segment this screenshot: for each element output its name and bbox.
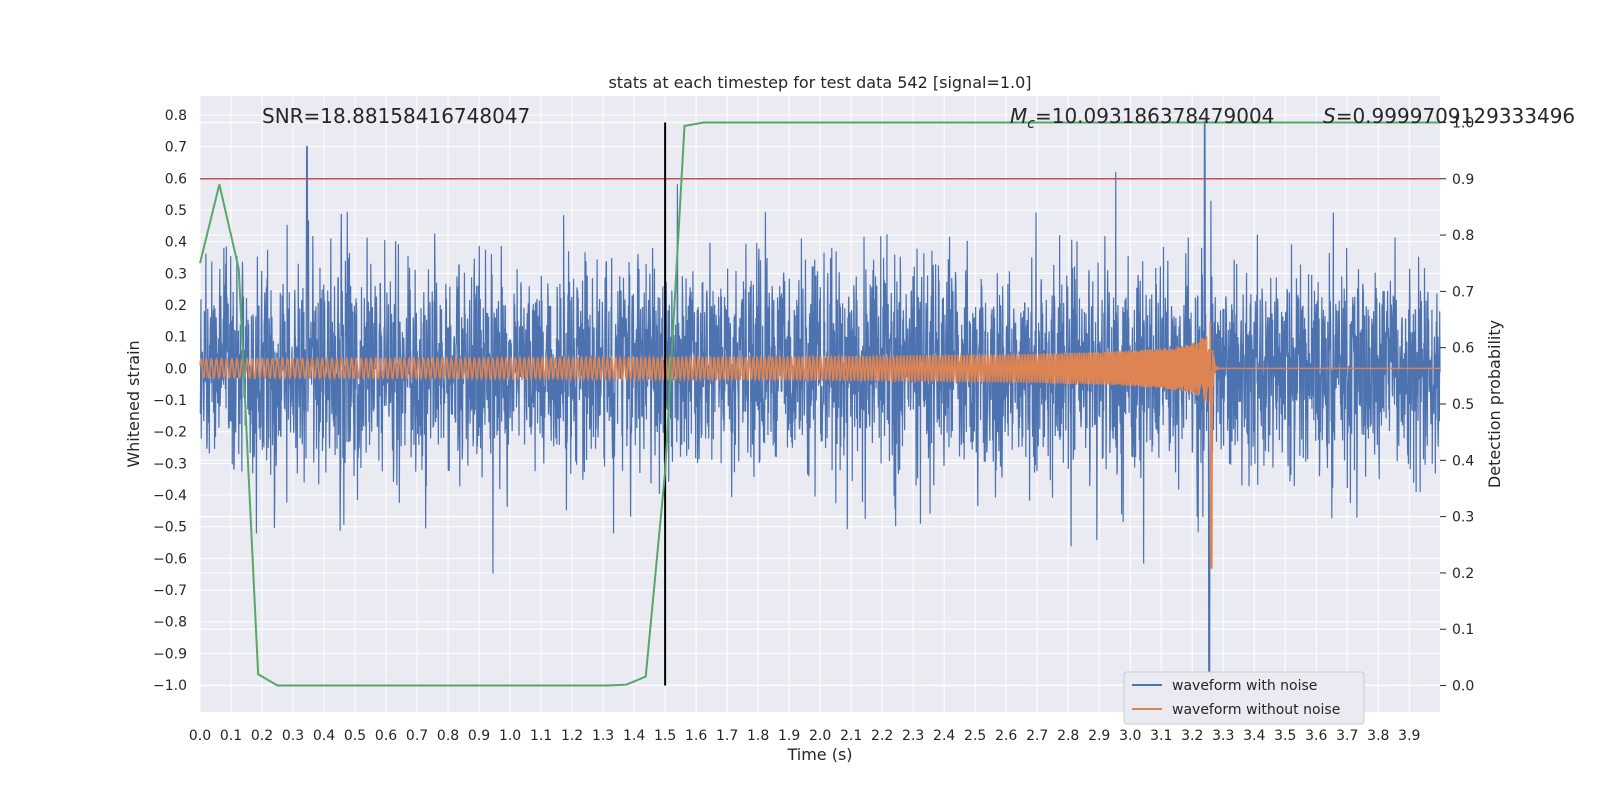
y2-axis-ticks: 1.0 0.9 0.8 0.7 0.6 0.5 0.4 0.3 0.2 0.1 0.0 (1440, 115, 1474, 695)
x-tick-label-0: 0.0 (189, 728, 211, 744)
x-tick-label-14: 1.4 (623, 728, 645, 744)
x-tick-label-15: 1.5 (654, 728, 676, 744)
x-tick-label-35: 3.5 (1274, 728, 1296, 744)
legend: waveform with noise waveform without noi… (1123, 671, 1365, 725)
x-tick-label-17: 1.7 (716, 728, 738, 744)
y2-tick-label-4: 0.6 (1452, 341, 1474, 357)
y-tick-label-11: −0.3 (153, 456, 187, 472)
x-tick-label-10: 1.0 (499, 728, 521, 744)
x-tick-label-39: 3.9 (1398, 728, 1420, 744)
y-tick-label-13: −0.5 (153, 520, 187, 536)
x-tick-label-1: 0.1 (220, 728, 242, 744)
x-tick-label-18: 1.8 (747, 728, 769, 744)
legend-label-waveform-without-noise: waveform without noise (1172, 702, 1340, 718)
y-tick-label-0: 0.8 (165, 108, 187, 124)
x-tick-label-4: 0.4 (313, 728, 335, 744)
waveform-without-noise-line (199, 322, 1440, 569)
x-tick-label-23: 2.3 (902, 728, 924, 744)
legend-box (1123, 671, 1365, 725)
y-axis-ticks: 0.8 0.7 0.6 0.5 0.4 0.3 0.2 0.1 0.0 −0.1 −0.2 −0.3 −… (153, 108, 187, 694)
x-tick-label-32: 3.2 (1181, 728, 1203, 744)
y2-tick-label-2: 0.8 (1452, 228, 1474, 244)
x-axis-ticks: 0.0 0.1 0.2 0.3 0.4 0.5 0.6 0.7 0.8 0.9 1.0 1.1 1.2 1… (189, 728, 1421, 744)
x-tick-label-34: 3.4 (1243, 728, 1265, 744)
x-tick-label-12: 1.2 (561, 728, 583, 744)
x-tick-label-7: 0.7 (406, 728, 428, 744)
y-tick-label-15: −0.7 (153, 583, 187, 599)
x-tick-label-16: 1.6 (685, 728, 707, 744)
x-tick-label-31: 3.1 (1150, 728, 1172, 744)
chirp-mass-annotation: Mc=10.093186378479004 (1010, 104, 1274, 132)
x-tick-label-11: 1.1 (530, 728, 552, 744)
y-tick-label-9: −0.1 (153, 393, 187, 409)
x-tick-label-22: 2.2 (871, 728, 893, 744)
y-tick-label-3: 0.5 (165, 203, 187, 219)
y-tick-label-12: −0.4 (153, 488, 187, 504)
x-tick-label-30: 3.0 (1119, 728, 1141, 744)
x-tick-label-3: 0.3 (282, 728, 304, 744)
x-tick-label-37: 3.7 (1336, 728, 1358, 744)
y2-tick-label-0: 1.0 (1452, 115, 1474, 131)
y2-tick-label-5: 0.5 (1452, 397, 1474, 413)
chart-title: stats at each timestep for test data 542… (608, 73, 1031, 92)
legend-label-waveform-with-noise: waveform with noise (1172, 678, 1317, 694)
y-tick-label-4: 0.4 (165, 235, 187, 251)
detection-probability-line (199, 121, 1440, 687)
y-tick-label-16: −0.8 (153, 615, 187, 631)
x-axis-label: Time (s) (786, 745, 852, 764)
y-tick-label-10: −0.2 (153, 425, 187, 441)
overlays (200, 122, 1440, 686)
y-tick-label-1: 0.7 (165, 140, 187, 156)
x-tick-label-29: 2.9 (1088, 728, 1110, 744)
x-tick-label-20: 2.0 (809, 728, 831, 744)
x-tick-label-28: 2.8 (1057, 728, 1079, 744)
x-tick-label-9: 0.9 (468, 728, 490, 744)
y-tick-label-8: 0.0 (165, 361, 187, 377)
series-detection-probability (199, 121, 1440, 687)
x-tick-label-19: 1.9 (778, 728, 800, 744)
y-tick-label-14: −0.6 (153, 551, 187, 567)
y-tick-label-7: 0.1 (165, 330, 187, 346)
x-tick-label-6: 0.6 (375, 728, 397, 744)
snr-annotation: SNR=18.88158416748047 (262, 104, 530, 128)
series-waveform-without-noise (199, 322, 1440, 569)
y2-tick-label-9: 0.1 (1452, 622, 1474, 638)
y2-tick-label-1: 0.9 (1452, 172, 1474, 188)
x-tick-label-2: 0.2 (251, 728, 273, 744)
x-tick-label-25: 2.5 (964, 728, 986, 744)
y2-axis-label: Detection probability (1485, 320, 1504, 488)
x-tick-label-8: 0.8 (437, 728, 459, 744)
x-tick-label-24: 2.4 (933, 728, 955, 744)
x-tick-label-27: 2.7 (1026, 728, 1048, 744)
x-tick-label-38: 3.8 (1367, 728, 1389, 744)
s-annotation: S=0.9999709129333496 (1323, 104, 1575, 128)
y2-tick-label-3: 0.7 (1452, 284, 1474, 300)
y2-tick-label-6: 0.4 (1452, 453, 1474, 469)
y-tick-label-5: 0.3 (165, 266, 187, 282)
y-tick-label-18: −1.0 (153, 678, 187, 694)
y-tick-label-17: −0.9 (153, 646, 187, 662)
x-tick-label-36: 3.6 (1305, 728, 1327, 744)
y-axis-label: Whitened strain (124, 340, 143, 467)
x-tick-label-5: 0.5 (344, 728, 366, 744)
x-tick-label-33: 3.3 (1212, 728, 1234, 744)
x-tick-label-26: 2.6 (995, 728, 1017, 744)
y2-tick-label-7: 0.3 (1452, 510, 1474, 526)
y-tick-label-6: 0.2 (165, 298, 187, 314)
y2-tick-label-10: 0.0 (1452, 679, 1474, 695)
x-tick-label-13: 1.3 (592, 728, 614, 744)
y-tick-label-2: 0.6 (165, 171, 187, 187)
y2-tick-label-8: 0.2 (1452, 566, 1474, 582)
x-tick-label-21: 2.1 (840, 728, 862, 744)
